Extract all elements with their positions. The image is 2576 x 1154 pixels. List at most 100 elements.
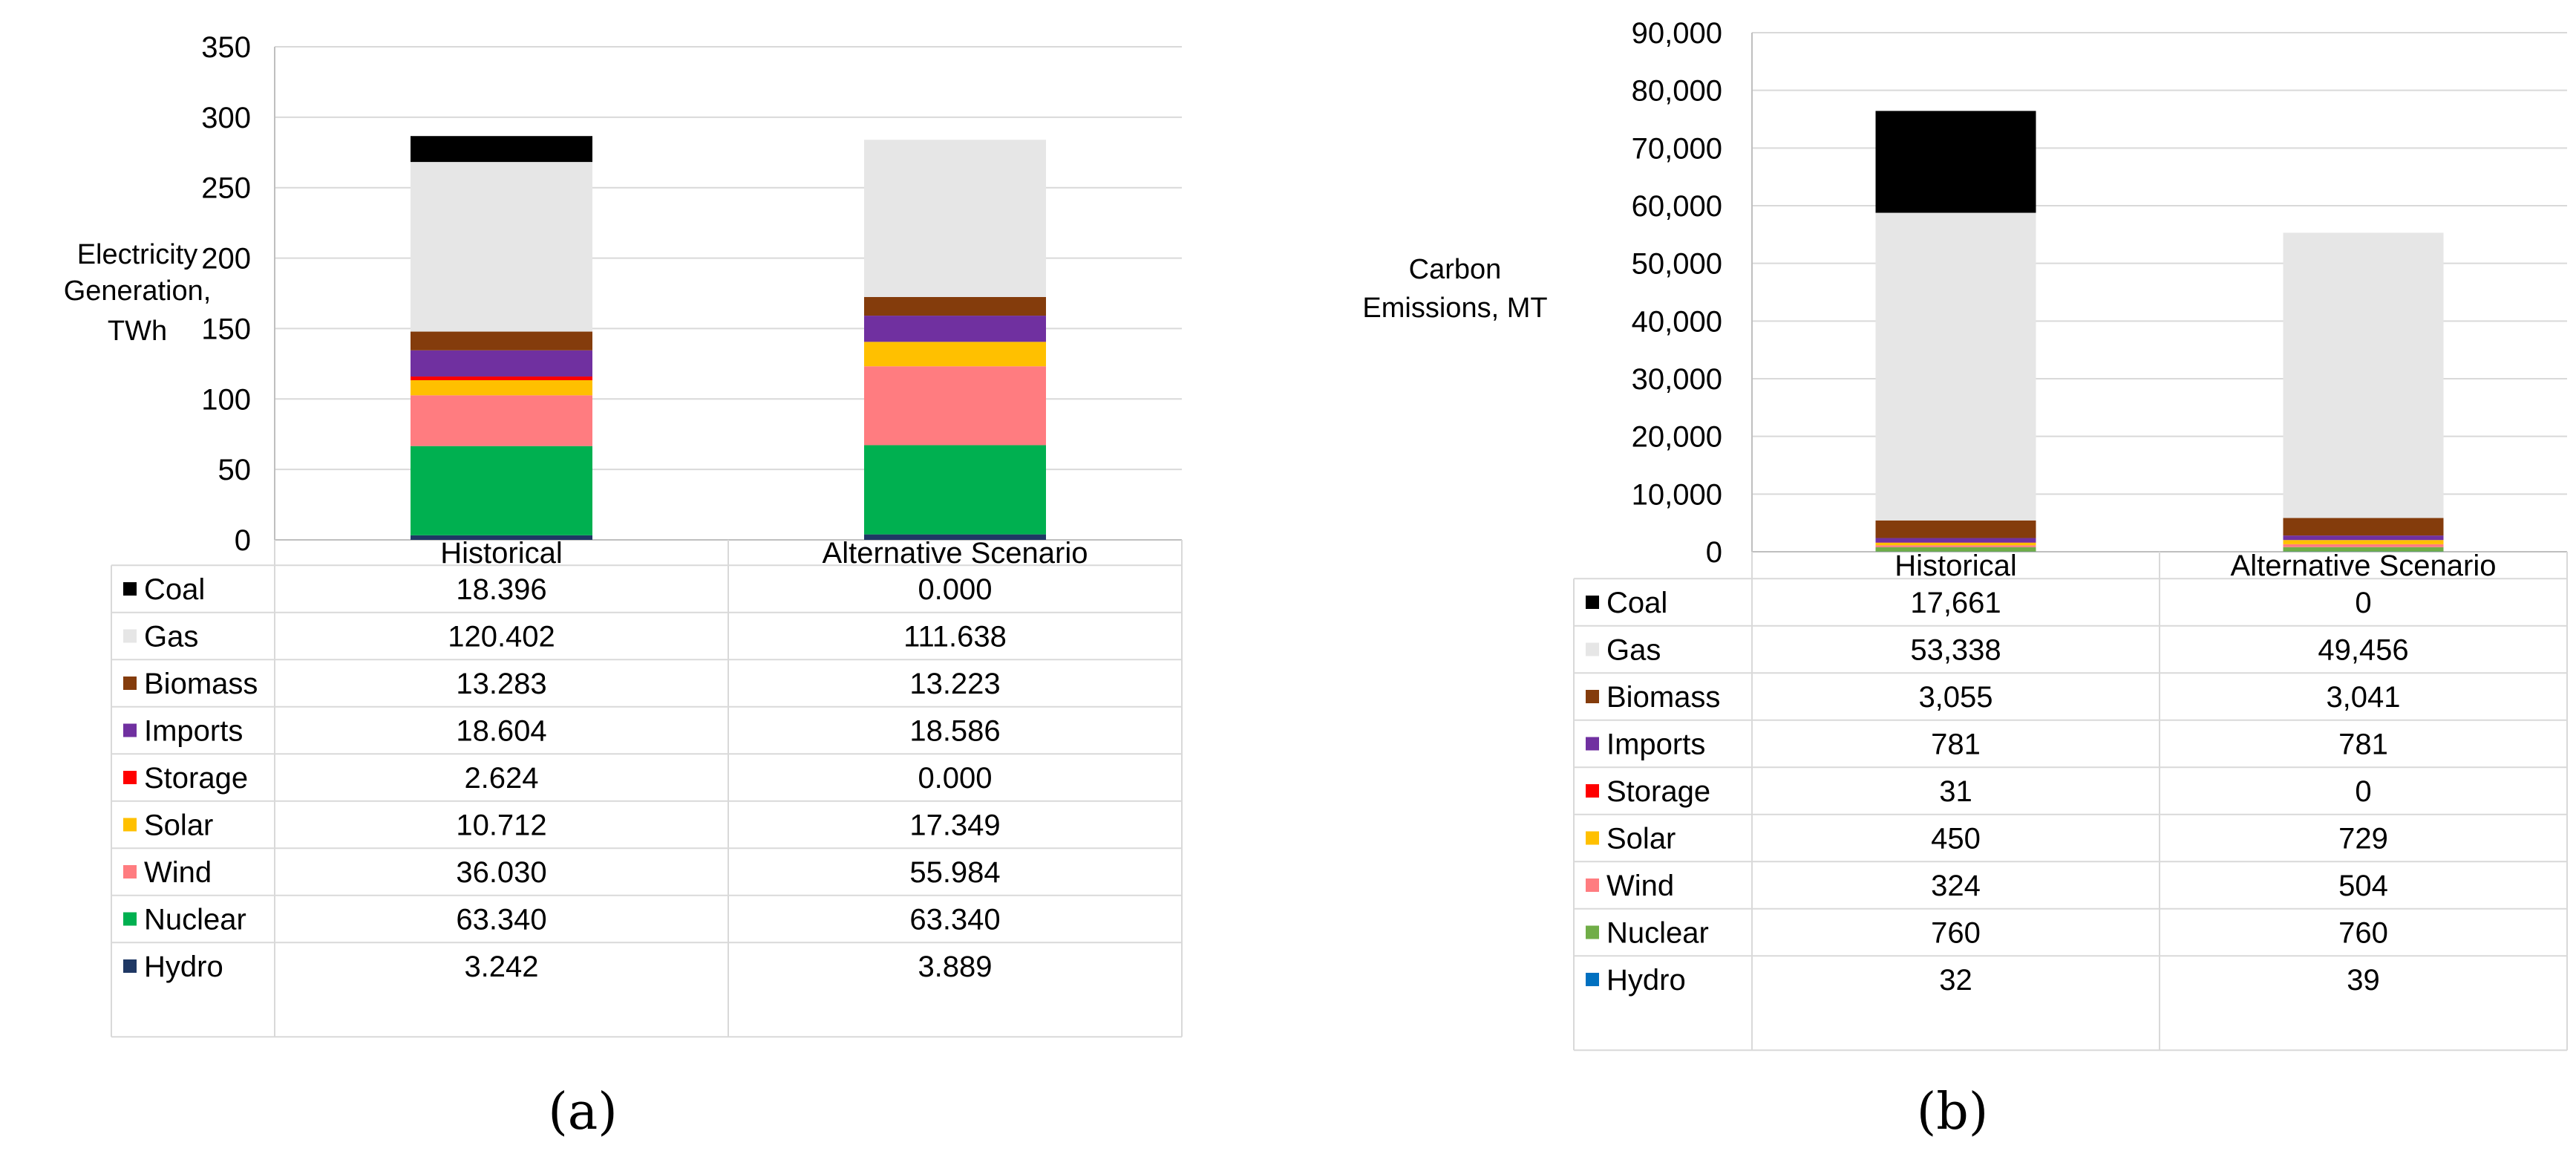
bar-segment-solar-1 xyxy=(411,380,592,396)
y-tick-label: 50 xyxy=(218,454,252,486)
data-label: 324 xyxy=(1931,870,1981,902)
bar-segment-gas-1 xyxy=(1875,212,2036,521)
legend-key-nuclear xyxy=(1586,925,1599,939)
bar-segment-coal-1 xyxy=(411,136,592,163)
legend-key-solar xyxy=(123,818,137,832)
legend-key-imports xyxy=(123,723,137,737)
series-name: Coal xyxy=(1606,587,1667,619)
bar-segment-gas-1 xyxy=(411,162,592,332)
data-label: 53,338 xyxy=(1910,634,2001,667)
data-label: 0.000 xyxy=(918,762,992,795)
legend-key-imports xyxy=(1586,737,1599,751)
bar-segment-coal-1 xyxy=(1875,111,2036,213)
data-label: 55.984 xyxy=(909,856,1000,889)
y-tick-label: 70,000 xyxy=(1632,132,1722,165)
series-name: Storage xyxy=(1606,775,1710,808)
data-label: 18.604 xyxy=(456,715,546,748)
data-label: 63.340 xyxy=(456,904,546,936)
data-label: 39 xyxy=(2347,964,2380,997)
data-label: 0 xyxy=(2355,775,2371,808)
legend-key-hydro xyxy=(1586,973,1599,986)
y-tick-label: 250 xyxy=(201,172,251,205)
y-axis-title: Carbon xyxy=(1409,254,1502,285)
series-name: Biomass xyxy=(144,668,258,700)
y-tick-label: 20,000 xyxy=(1632,421,1722,454)
data-label: 13.283 xyxy=(456,668,546,700)
bar-segment-gas-2 xyxy=(864,140,1046,297)
data-label: 3,055 xyxy=(1918,681,1993,714)
series-name: Hydro xyxy=(1606,964,1686,997)
data-label: 111.638 xyxy=(903,621,1007,653)
series-name: Wind xyxy=(1606,870,1674,902)
y-tick-label: 0 xyxy=(1706,536,1722,569)
series-name: Nuclear xyxy=(144,904,246,936)
series-name: Wind xyxy=(144,856,212,889)
legend-key-gas xyxy=(1586,642,1599,656)
y-axis-title: TWh xyxy=(108,316,167,347)
legend-key-solar xyxy=(1586,831,1599,845)
y-tick-label: 300 xyxy=(201,102,251,134)
panel-label: (b) xyxy=(1917,1083,1989,1141)
bar-segment-wind-2 xyxy=(2283,544,2444,547)
data-label: 17.349 xyxy=(909,809,1000,842)
chart-1: 0 50 100 150 200 250 300 350 Electricity Generati… xyxy=(64,31,1183,1141)
bar-segment-solar-1 xyxy=(1875,542,2036,546)
bar-segment-nuclear-1 xyxy=(1875,547,2036,552)
y-tick-label: 30,000 xyxy=(1632,363,1722,396)
y-tick-label: 10,000 xyxy=(1632,478,1722,511)
bar-segment-imports-2 xyxy=(864,316,1046,342)
legend-key-gas xyxy=(123,629,137,643)
data-label: 3,041 xyxy=(2326,681,2400,714)
bar-segment-solar-2 xyxy=(864,342,1046,367)
bar-segment-hydro-2 xyxy=(864,534,1046,540)
bar-segment-imports-1 xyxy=(1875,538,2036,543)
data-label: 729 xyxy=(2338,823,2388,855)
bar-segment-biomass-2 xyxy=(2283,518,2444,536)
y-tick-label: 350 xyxy=(201,31,251,64)
data-label: 760 xyxy=(2338,917,2388,950)
data-label: 0.000 xyxy=(918,573,992,606)
series-name: Gas xyxy=(1606,634,1661,667)
data-label: 63.340 xyxy=(909,904,1000,936)
legend-key-storage xyxy=(1586,784,1599,798)
legend-key-storage xyxy=(123,771,137,784)
y-tick-label: 60,000 xyxy=(1632,190,1722,223)
series-name: Biomass xyxy=(1606,681,1720,714)
category-header: Historical xyxy=(440,537,562,570)
legend-key-wind xyxy=(1586,878,1599,892)
series-name: Coal xyxy=(144,573,205,606)
bar-segment-solar-2 xyxy=(2283,540,2444,544)
bar-segment-biomass-1 xyxy=(1875,520,2036,538)
y-tick-label: 200 xyxy=(201,243,251,276)
data-label: 17,661 xyxy=(1910,587,2001,619)
series-name: Imports xyxy=(1606,728,1705,761)
bar-segment-wind-1 xyxy=(411,395,592,446)
y-tick-label: 100 xyxy=(201,383,251,416)
data-label: 450 xyxy=(1931,823,1981,855)
legend-key-biomass xyxy=(1586,690,1599,703)
bar-segment-wind-2 xyxy=(864,366,1046,446)
data-label: 0 xyxy=(2355,587,2371,619)
category-header: Alternative Scenario xyxy=(823,537,1088,570)
bar-segment-storage-1 xyxy=(411,376,592,381)
chart-2: 0 10,000 20,000 30,000 40,000 50,000 60,000 70,… xyxy=(1362,17,2568,1141)
data-label: 3.242 xyxy=(464,951,538,983)
bar-segment-nuclear-1 xyxy=(411,446,592,535)
bar-segment-imports-2 xyxy=(2283,535,2444,541)
bar-segment-gas-2 xyxy=(2283,232,2444,518)
series-name: Solar xyxy=(1606,823,1676,855)
y-axis-title: Electricity xyxy=(77,239,198,270)
bar-segment-biomass-2 xyxy=(864,296,1046,316)
data-label: 32 xyxy=(1939,964,1972,997)
series-name: Hydro xyxy=(144,951,223,983)
series-name: Imports xyxy=(144,715,243,748)
y-tick-label: 40,000 xyxy=(1632,305,1722,338)
data-label: 36.030 xyxy=(456,856,546,889)
data-label: 13.223 xyxy=(909,668,1000,700)
legend-key-hydro xyxy=(123,959,137,973)
series-name: Solar xyxy=(144,809,213,842)
category-header: Alternative Scenario xyxy=(2231,550,2497,582)
bar-segment-wind-1 xyxy=(1875,545,2036,547)
y-axis-title: Emissions, MT xyxy=(1362,293,1547,324)
